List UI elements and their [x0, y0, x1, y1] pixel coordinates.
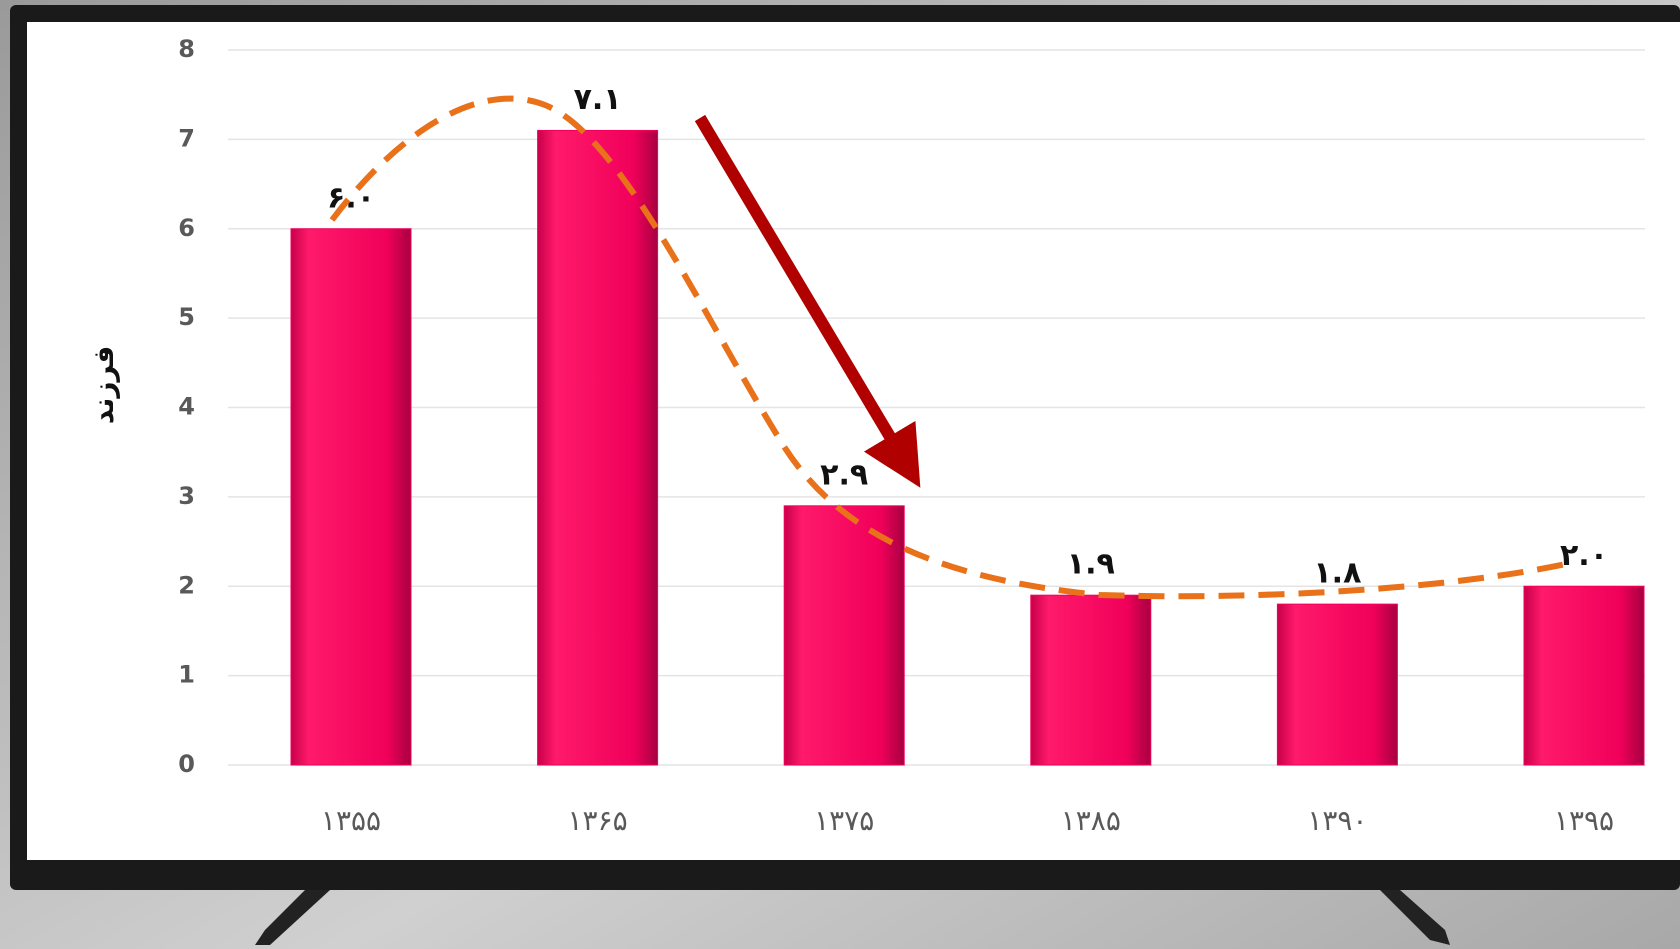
y-tick-label: 5 — [178, 303, 195, 331]
x-tick-label: ۱۳۷۵ — [814, 804, 874, 837]
data-label: ۲.۰ — [1560, 538, 1608, 573]
tv-stand — [255, 890, 330, 945]
bar — [783, 505, 905, 766]
y-tick-label: 4 — [178, 393, 195, 421]
x-tick-label: ۱۳۹۵ — [1554, 804, 1614, 837]
bar — [537, 129, 659, 766]
trend-arrow — [694, 114, 921, 488]
y-tick-label: 6 — [178, 214, 195, 242]
y-axis-label: فرزند — [87, 346, 120, 425]
bar — [1030, 594, 1152, 766]
bar — [1276, 603, 1398, 766]
y-tick-label: 2 — [178, 571, 195, 599]
y-tick-label: 1 — [178, 661, 195, 689]
x-tick-label: ۱۳۹۰ — [1307, 804, 1367, 837]
data-label: ۷.۱ — [574, 82, 622, 117]
x-tick-label: ۱۳۵۵ — [321, 804, 381, 837]
x-tick-label: ۱۳۸۵ — [1061, 804, 1121, 837]
tv-stand — [1380, 890, 1450, 945]
bar — [1523, 585, 1645, 766]
data-label: ۱.۹ — [1067, 547, 1115, 582]
y-tick-label: 7 — [178, 124, 195, 152]
y-tick-label: 0 — [178, 750, 195, 778]
x-tick-label: ۱۳۶۵ — [568, 804, 628, 837]
data-label: ۲.۹ — [820, 457, 868, 492]
bar — [290, 228, 412, 766]
data-label: ۶.۰ — [327, 180, 375, 215]
plot: 0 1 2 3 4 5 6 7 8 ۱۳۵۵ ۶.۰ ۱۳۶۵ ۷.۱ ۱۳۷۵ ۲.۹ ۱۳۸۵ ۱.۹ ۱۳۹… — [178, 35, 1645, 837]
data-label: ۱.۸ — [1313, 556, 1361, 591]
trend-curve — [329, 95, 1576, 600]
y-tick-label: 8 — [178, 35, 195, 63]
y-tick-label: 3 — [178, 482, 195, 510]
